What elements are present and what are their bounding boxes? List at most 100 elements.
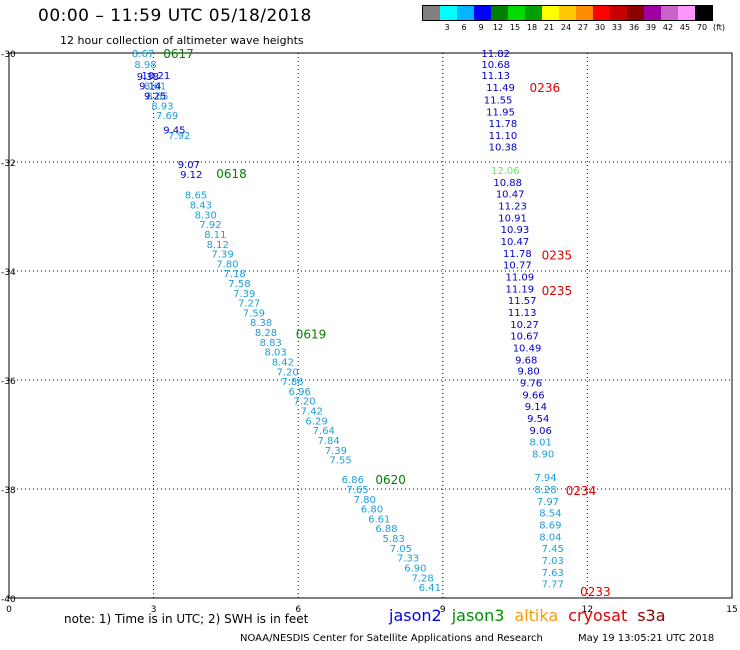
footer-note: note: 1) Time is in UTC; 2) SWH is in fe… — [64, 612, 309, 626]
wave-height-value: 9.06 — [530, 426, 552, 437]
wave-height-value: 11.23 — [498, 202, 527, 213]
pass-label: 0617 — [163, 47, 194, 61]
wave-height-value: 9.45 — [163, 125, 185, 136]
wave-height-value: 7.92 — [168, 131, 190, 142]
wave-height-value: 9.07 — [178, 160, 200, 171]
wave-height-value: 7.39 — [325, 446, 347, 457]
legend-label: 12 — [492, 23, 504, 32]
wave-height-value: 7.86 — [281, 377, 303, 388]
wave-height-value: 10.21 — [142, 71, 171, 82]
wave-height-value: 7.64 — [313, 426, 335, 437]
wave-height-value: 7.59 — [243, 308, 265, 319]
pass-label: 0233 — [580, 585, 611, 599]
wave-height-value: 8.03 — [264, 348, 286, 359]
wave-height-value: 8.67 — [132, 49, 154, 60]
wave-height-value: 7.92 — [199, 220, 221, 231]
wave-height-value: 10.49 — [513, 343, 542, 354]
wave-height-value: 10.47 — [496, 190, 525, 201]
wave-height-value: 11.19 — [505, 284, 534, 295]
legend-swatch — [474, 6, 491, 20]
wave-height-value: 7.03 — [542, 556, 564, 567]
wave-height-value: 7.45 — [542, 544, 564, 555]
wave-height-value: 8.69 — [539, 520, 561, 531]
legend-label: 45 — [679, 23, 691, 32]
pass-label: 0235 — [542, 249, 573, 263]
y-tick-label: -30 — [1, 50, 16, 60]
wave-height-value: 9.14 — [525, 402, 547, 413]
satellite-legend: jason2 jason3 altika cryosat s3a — [389, 606, 676, 625]
wave-height-value: 7.18 — [223, 269, 245, 280]
x-tick-label: 3 — [151, 605, 157, 615]
wave-height-value: 7.42 — [301, 407, 323, 418]
legend-label: 21 — [543, 23, 555, 32]
legend-label: 42 — [662, 23, 674, 32]
wave-height-value: 11.49 — [486, 83, 515, 94]
wave-height-value: 7.94 — [534, 473, 556, 484]
wave-height-value: 5.83 — [383, 534, 405, 545]
legend-swatch — [593, 6, 610, 20]
wave-height-value: 7.33 — [397, 554, 419, 565]
wave-height-value: 10.38 — [489, 143, 518, 154]
footer-credit: NOAA/NESDIS Center for Satellite Applica… — [240, 633, 543, 644]
satellite-name: altika — [514, 606, 559, 625]
wave-height-value: 7.80 — [354, 495, 376, 506]
wave-height-value: 8.54 — [539, 508, 561, 519]
legend-label: 39 — [645, 23, 657, 32]
wave-height-value: 8.28 — [534, 485, 556, 496]
wave-height-value: 8.30 — [195, 210, 217, 221]
satellite-name: s3a — [637, 606, 666, 625]
wave-height-value: 9.66 — [522, 391, 544, 402]
wave-height-value: 9.54 — [527, 414, 549, 425]
wave-height-value: 9.14 — [139, 82, 161, 93]
wave-height-value: 7.39 — [211, 250, 233, 261]
legend-swatch — [440, 6, 457, 20]
wave-height-value: 7.28 — [411, 573, 433, 584]
wave-height-value: 8.65 — [185, 191, 207, 202]
satellite-name: jason2 — [389, 606, 442, 625]
wave-height-value: 8.38 — [250, 318, 272, 329]
wave-height-value: 10.47 — [501, 237, 530, 248]
pass-label: 0618 — [216, 167, 247, 181]
wave-height-value: 8.83 — [260, 338, 282, 349]
wave-height-value: 10.93 — [501, 225, 530, 236]
y-tick-label: -34 — [1, 268, 16, 278]
legend-label: 33 — [611, 23, 623, 32]
wave-height-value: 7.77 — [542, 579, 564, 590]
legend-label: (ft) — [712, 23, 726, 32]
satellite-name: cryosat — [568, 606, 628, 625]
wave-height-value: 7.69 — [156, 111, 178, 122]
wave-height-value: 8.61 — [144, 82, 166, 93]
wave-height-value: 11.78 — [489, 119, 518, 130]
legend-label: 18 — [526, 23, 538, 32]
y-tick-label: -38 — [1, 486, 16, 496]
legend-label: 70 — [696, 23, 708, 32]
wave-height-value: 11.09 — [505, 272, 534, 283]
pass-label: 0235 — [542, 284, 573, 298]
legend-label: 27 — [577, 23, 589, 32]
wave-height-value: 8.93 — [151, 101, 173, 112]
legend-swatch — [508, 6, 525, 20]
pass-label: 0234 — [566, 484, 597, 498]
wave-height-value: 6.88 — [375, 524, 397, 535]
color-legend: 3 6 9 12 15 18 21 24 27 30 33 36 39 42 45 70 (ft) — [422, 5, 725, 35]
wave-height-value: 7.63 — [542, 568, 564, 579]
wave-height-value: 7.20 — [293, 397, 315, 408]
wave-height-value: 8.98 — [134, 60, 156, 71]
wave-height-value: 11.78 — [503, 249, 532, 260]
wave-height-value: 7.65 — [346, 485, 368, 496]
wave-height-value: 7.84 — [317, 436, 339, 447]
wave-height-value: 11.13 — [508, 308, 537, 319]
legend-swatch — [644, 6, 661, 20]
wave-height-value: 8.01 — [530, 438, 552, 449]
x-tick-label: 0 — [6, 605, 12, 615]
legend-swatch — [576, 6, 593, 20]
map-subtitle: 12 hour collection of altimeter wave hei… — [60, 34, 304, 47]
wave-height-value: 9.80 — [518, 367, 540, 378]
legend-swatch — [627, 6, 644, 20]
footer-timestamp: May 19 13:05:21 UTC 2018 — [578, 633, 715, 644]
y-tick-label: -36 — [1, 377, 16, 387]
wave-height-value: 10.68 — [481, 60, 510, 71]
pass-label: 0620 — [375, 473, 406, 487]
wave-height-value: 8.43 — [190, 201, 212, 212]
